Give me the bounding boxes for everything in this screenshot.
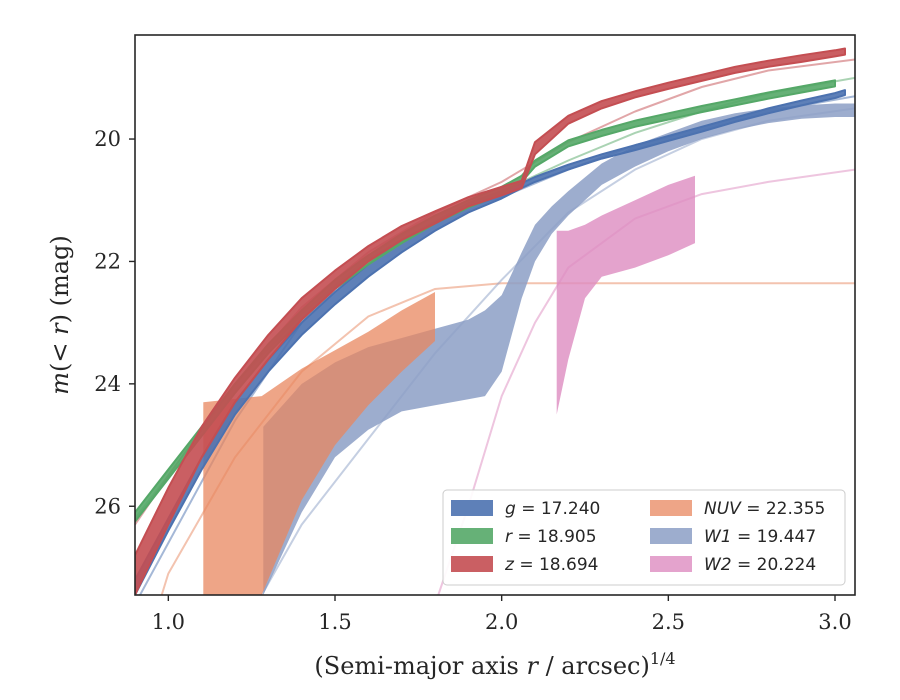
legend-label-w2: W2 = 20.224 bbox=[704, 555, 816, 575]
legend-label-z: z = 18.694 bbox=[504, 555, 598, 575]
y-tick-label: 26 bbox=[94, 494, 121, 518]
x-tick-label: 1.0 bbox=[152, 610, 185, 634]
x-tick-label: 3.0 bbox=[818, 610, 851, 634]
nuv-band bbox=[203, 292, 435, 595]
legend: g = 17.240 r = 18.905 z = 18.694 NUV = 22.3… bbox=[442, 489, 846, 586]
axis-ticks: 1.0 1.5 2.0 2.5 3.0 20 22 24 26 bbox=[94, 127, 851, 634]
legend-label-r: r = 18.905 bbox=[505, 527, 597, 547]
legend-swatch-nuv bbox=[650, 500, 692, 516]
y-tick-label: 22 bbox=[94, 249, 121, 273]
x-tick-label: 2.0 bbox=[485, 610, 518, 634]
x-tick-label: 1.5 bbox=[318, 610, 351, 634]
y-axis-title: m(< r) (mag) bbox=[46, 235, 74, 395]
x-tick-label: 2.5 bbox=[652, 610, 685, 634]
y-tick-label: 20 bbox=[94, 127, 121, 151]
plot-area bbox=[135, 47, 855, 595]
nuv-model-curve bbox=[160, 282, 855, 595]
legend-label-w1: W1 = 19.447 bbox=[704, 527, 816, 547]
legend-swatch-g bbox=[451, 500, 493, 516]
legend-swatch-r bbox=[451, 528, 493, 544]
legend-box bbox=[442, 489, 846, 586]
legend-label-nuv: NUV = 22.355 bbox=[704, 499, 825, 519]
legend-swatch-w1 bbox=[650, 528, 692, 544]
w2-band bbox=[556, 175, 695, 415]
plot-frame bbox=[134, 34, 856, 596]
x-axis-title: (Semi-major axis r / arcsec)1/4 bbox=[314, 649, 675, 680]
y-tick-label: 24 bbox=[94, 372, 121, 396]
legend-label-g: g = 17.240 bbox=[505, 499, 600, 519]
z-band bbox=[135, 47, 846, 595]
legend-swatch-w2 bbox=[650, 556, 692, 572]
legend-swatch-z bbox=[451, 556, 493, 572]
